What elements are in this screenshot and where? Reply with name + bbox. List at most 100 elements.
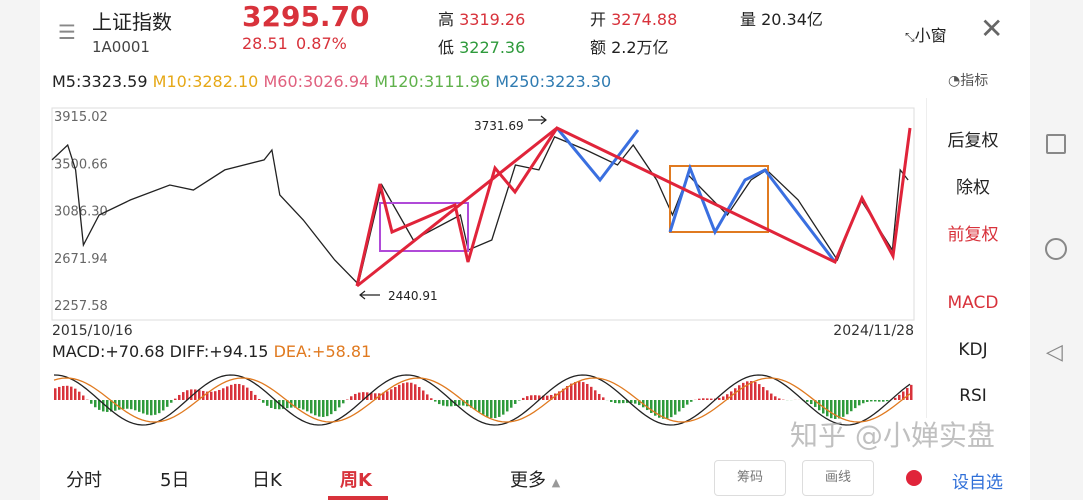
macd-bar xyxy=(562,388,565,400)
menu-icon[interactable]: ☰ xyxy=(58,20,76,44)
macd-bar xyxy=(190,389,193,400)
macd-bar xyxy=(602,397,605,400)
macd-bar xyxy=(910,384,913,400)
side-kdj[interactable]: KDJ xyxy=(958,340,988,360)
macd-bar xyxy=(690,400,693,402)
macd-bar xyxy=(138,400,141,412)
macd-bar xyxy=(102,400,105,412)
macd-bar xyxy=(726,394,729,400)
macd-bar xyxy=(574,381,577,400)
chips-button[interactable]: 筹码 xyxy=(714,460,786,496)
macd-bar xyxy=(430,398,433,400)
macd-bar xyxy=(810,400,813,405)
macd-bar xyxy=(498,400,501,417)
macd-bar xyxy=(446,400,449,407)
side-post-adjust[interactable]: 后复权 xyxy=(947,131,999,151)
tab-5day[interactable]: 5日 xyxy=(160,470,190,491)
macd-bar xyxy=(766,390,769,400)
macd-bar xyxy=(774,396,777,400)
macd-bar xyxy=(746,381,749,400)
square-nav-icon[interactable] xyxy=(1046,134,1066,154)
side-pre-adjust[interactable]: 前复权 xyxy=(947,225,999,245)
macd-bar xyxy=(818,400,821,411)
macd-bar xyxy=(862,400,865,404)
macd-bar xyxy=(206,391,209,400)
macd-bar xyxy=(330,400,333,415)
close-icon[interactable]: ✕ xyxy=(980,12,1004,45)
tab-daily[interactable]: 日K xyxy=(252,470,282,491)
macd-bar xyxy=(482,400,485,415)
macd-bar xyxy=(398,384,401,400)
open: 开 3274.88 xyxy=(590,10,678,29)
macd-bar xyxy=(870,400,873,402)
macd-bar xyxy=(578,381,581,400)
tab-intraday[interactable]: 分时 xyxy=(66,470,102,491)
macd-bar xyxy=(866,400,869,402)
macd-bar xyxy=(858,400,861,406)
macd-bar xyxy=(630,400,633,403)
macd-bar xyxy=(686,400,689,405)
macd-bar xyxy=(74,388,77,400)
macd-bar xyxy=(662,400,665,419)
circle-nav-icon[interactable] xyxy=(1045,238,1067,260)
macd-bar xyxy=(534,395,537,400)
macd-bar xyxy=(754,382,757,400)
macd-diff-line xyxy=(53,374,911,426)
macd-bar xyxy=(902,391,905,400)
macd-bar xyxy=(698,398,701,400)
red-trend xyxy=(356,126,558,288)
box-orange xyxy=(669,165,769,233)
tab-more[interactable]: 更多 ▲ xyxy=(510,470,561,491)
macd-bar xyxy=(254,394,257,400)
back-nav-icon[interactable]: ◁ xyxy=(1046,340,1063,365)
macd-bar xyxy=(286,400,289,409)
macd-bar xyxy=(738,385,741,400)
macd-bar xyxy=(242,385,245,400)
macd-bar xyxy=(406,382,409,400)
price-line xyxy=(51,136,909,286)
macd-bar xyxy=(310,400,313,414)
macd-bar xyxy=(898,394,901,400)
macd-bar xyxy=(570,383,573,400)
side-rsi[interactable]: RSI xyxy=(959,386,987,406)
macd-bar xyxy=(358,392,361,400)
change: 28.51 xyxy=(242,34,288,53)
macd-bar xyxy=(502,400,505,415)
mini-window-button[interactable]: ⤡小窗 xyxy=(905,26,947,45)
macd-bar xyxy=(474,400,477,410)
indicator-button[interactable]: ◔指标 xyxy=(948,73,989,89)
macd-bar xyxy=(674,400,677,415)
macd-bar xyxy=(478,400,481,413)
side-panel: 后复权 除权 前复权 MACD KDJ RSI xyxy=(926,98,1018,418)
macd-bar xyxy=(414,384,417,400)
draw-line-button[interactable]: 画线 xyxy=(802,460,874,496)
macd-bar xyxy=(214,391,217,400)
macd-bar xyxy=(762,387,765,400)
x-end: 2024/11/28 xyxy=(833,323,914,339)
macd-bar xyxy=(58,386,61,400)
macd-bar xyxy=(78,391,81,400)
macd-bar xyxy=(170,400,173,403)
macd-bar xyxy=(538,395,541,400)
macd-dea-line xyxy=(53,377,911,423)
macd-bar xyxy=(558,391,561,400)
add-watchlist-button[interactable]: 设自选 xyxy=(952,473,1003,493)
macd-bar xyxy=(54,388,57,400)
y-tick-label: 2671.94 xyxy=(54,252,108,267)
macd-bar xyxy=(654,400,657,416)
price-chart[interactable]: 3915.02 3500.66 3086.30 2671.94 2257.58 3731… xyxy=(0,0,1083,460)
tab-weekly[interactable]: 周K xyxy=(340,470,372,491)
main-panel xyxy=(40,0,1030,500)
macd-bar xyxy=(842,400,845,417)
low-label: 2440.91 xyxy=(388,289,438,303)
volume: 量 20.34亿 xyxy=(740,10,823,29)
low: 低 3227.36 xyxy=(438,38,526,57)
macd-bar xyxy=(350,396,353,400)
side-ex-rights[interactable]: 除权 xyxy=(956,178,990,198)
macd-bar xyxy=(670,400,673,418)
macd-bar xyxy=(66,385,69,400)
macd-bar xyxy=(210,391,213,400)
side-macd[interactable]: MACD xyxy=(947,293,999,313)
macd-bar xyxy=(494,400,497,419)
macd-bar xyxy=(490,400,493,418)
